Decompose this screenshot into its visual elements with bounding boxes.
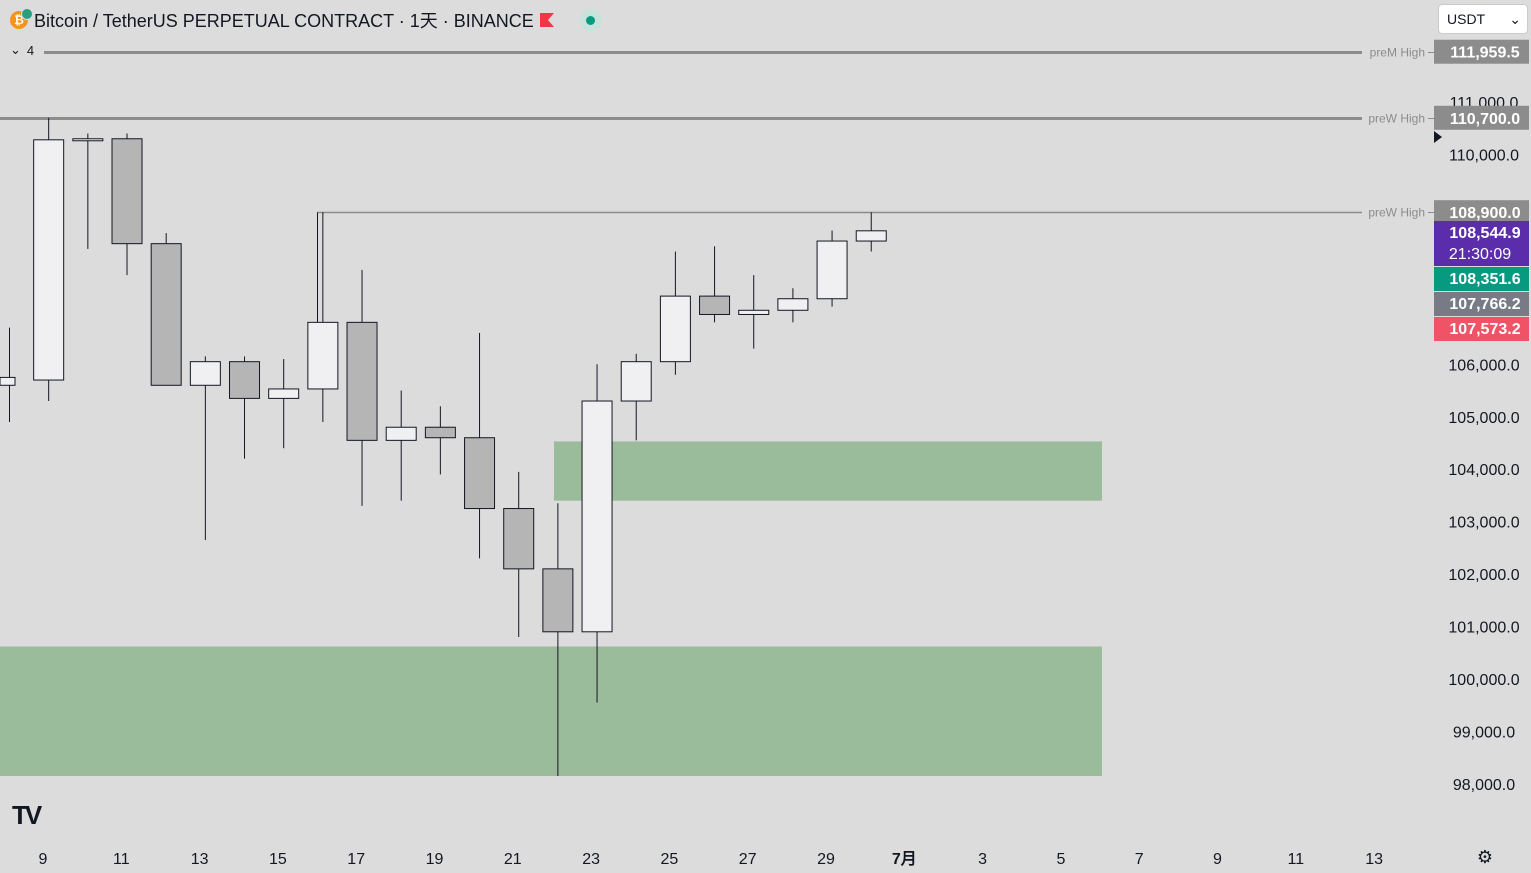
candle-body[interactable] <box>777 298 809 311</box>
level-line-label: preM High <box>1370 46 1425 60</box>
time-axis-label: 15 <box>269 851 287 868</box>
symbol-title[interactable]: Bitcoin / TetherUS PERPETUAL CONTRACT · … <box>34 11 534 31</box>
currency-select[interactable]: USDT ⌄ <box>1438 4 1528 34</box>
time-axis-label: 29 <box>817 851 835 868</box>
indicator-collapse[interactable]: ⌄ 4 <box>10 42 34 58</box>
price-badge-text: 107,766.2 <box>1449 296 1520 313</box>
candle-body[interactable] <box>385 426 417 441</box>
candle-body[interactable] <box>855 230 887 242</box>
tether-icon <box>21 8 33 20</box>
time-axis-label: 11 <box>1287 851 1304 868</box>
candle-body[interactable] <box>229 361 261 399</box>
bitcoin-icon: ₿ <box>10 8 33 29</box>
price-badge <box>1434 221 1529 266</box>
time-axis-label: 13 <box>1365 851 1383 868</box>
flag-icon[interactable] <box>539 13 554 27</box>
time-axis-label: 5 <box>1056 851 1065 868</box>
price-badge <box>1434 292 1529 316</box>
time-axis-label: 3 <box>978 851 987 868</box>
level-price-badge <box>1434 200 1529 225</box>
level-line-label: preW High <box>1368 206 1425 220</box>
price-badge <box>1434 317 1529 341</box>
level-price-text: 108,900.0 <box>1449 205 1520 222</box>
price-axis-label: 98,000.0 <box>1453 777 1515 794</box>
candle-body[interactable] <box>581 400 613 633</box>
time-axis-label: 21 <box>504 851 522 868</box>
candle-body[interactable] <box>620 361 652 402</box>
countdown-text: 21:30:09 <box>1449 246 1511 263</box>
demand-zone <box>554 441 1102 501</box>
price-axis-label: 105,000.0 <box>1448 410 1519 427</box>
price-axis-label: 100,000.0 <box>1448 672 1519 689</box>
candle-body[interactable] <box>72 138 104 142</box>
time-axis-label: 19 <box>426 851 444 868</box>
price-axis-label: 104,000.0 <box>1448 462 1519 479</box>
candle-body[interactable] <box>464 437 496 510</box>
time-axis-label: 27 <box>739 851 757 868</box>
time-axis-label: 25 <box>661 851 679 868</box>
candle-body[interactable] <box>542 568 574 633</box>
time-axis-label: 17 <box>347 851 365 868</box>
price-axis-label: 101,000.0 <box>1448 620 1519 637</box>
price-badge-text: 108,351.6 <box>1449 271 1520 288</box>
time-axis-label: 13 <box>191 851 209 868</box>
time-axis-label: 23 <box>582 851 600 868</box>
candle-body[interactable] <box>189 361 221 386</box>
triangle-marker-icon <box>1434 131 1442 143</box>
chevron-down-icon: ⌄ <box>1509 10 1521 27</box>
candle-body[interactable] <box>738 309 770 315</box>
tradingview-logo-icon[interactable]: TV <box>12 800 42 831</box>
candle-body[interactable] <box>346 321 378 441</box>
candle-body[interactable] <box>699 295 731 315</box>
gear-icon[interactable]: ⚙ <box>1474 846 1496 868</box>
price-axis-label: 102,000.0 <box>1448 567 1519 584</box>
time-axis-label: 7 <box>1135 851 1144 868</box>
demand-zone <box>0 646 1102 777</box>
candle-body[interactable] <box>0 376 16 386</box>
time-axis-label: 9 <box>1213 851 1222 868</box>
candle-body[interactable] <box>33 139 65 381</box>
price-axis-label: 103,000.0 <box>1448 515 1519 532</box>
level-price-text: 111,959.5 <box>1450 45 1520 62</box>
price-badge-text: 107,573.2 <box>1449 321 1520 338</box>
candle-body[interactable] <box>150 243 182 386</box>
candle-body[interactable] <box>424 426 456 439</box>
time-axis-label: 11 <box>113 851 130 868</box>
level-line-label: preW High <box>1368 112 1425 126</box>
time-axis-label: 9 <box>39 851 48 868</box>
candle-body[interactable] <box>268 388 300 399</box>
level-price-text: 110,700.0 <box>1450 111 1520 128</box>
currency-value: USDT <box>1447 11 1486 27</box>
candle-body[interactable] <box>816 240 848 300</box>
price-axis-label: 99,000.0 <box>1453 724 1515 741</box>
gear-glyph: ⚙ <box>1476 846 1494 867</box>
time-axis-label: 7月 <box>892 850 917 868</box>
price-axis-label: 106,000.0 <box>1448 357 1519 374</box>
price-badge-text: 108,544.9 <box>1449 225 1520 242</box>
price-badge <box>1434 267 1529 291</box>
level-price-badge <box>1434 39 1529 64</box>
level-price-badge <box>1434 105 1529 130</box>
candle-body[interactable] <box>111 138 143 245</box>
candle-body[interactable] <box>659 295 691 363</box>
logo-text: TV <box>12 800 42 830</box>
price-axis-label: 110,000.0 <box>1449 148 1519 165</box>
status-dot <box>586 15 596 25</box>
candle-body[interactable] <box>503 508 535 570</box>
coin-glyph: ₿ <box>14 13 24 27</box>
indicator-count: 4 <box>26 42 35 58</box>
chevron-down-icon: ⌄ <box>10 42 21 57</box>
candle-body[interactable] <box>307 321 339 390</box>
chart-header: ₿ Bitcoin / TetherUS PERPETUAL CONTRACT … <box>10 7 602 33</box>
market-status-icon[interactable] <box>579 9 602 31</box>
